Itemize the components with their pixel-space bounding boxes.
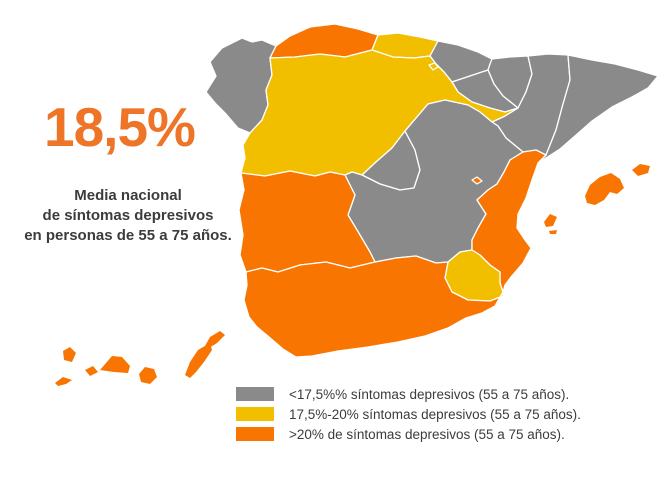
island-la-palma bbox=[63, 347, 76, 362]
island-la-gomera bbox=[85, 366, 98, 376]
legend-swatch-high bbox=[236, 427, 274, 441]
caption-line-1: Media nacional bbox=[74, 187, 182, 204]
region-canarias bbox=[55, 331, 225, 386]
caption-line-2: de síntomas depresivos bbox=[42, 207, 214, 224]
legend-swatch-mid bbox=[236, 407, 274, 421]
legend-item-high: >20% de síntomas depresivos (55 a 75 año… bbox=[236, 424, 581, 444]
legend-label-mid: 17,5%-20% síntomas depresivos (55 a 75 a… bbox=[289, 406, 581, 422]
legend-swatch-low bbox=[236, 387, 274, 401]
island-tenerife bbox=[100, 356, 130, 373]
island-fuerteventura bbox=[185, 343, 212, 378]
region-trevino-enclave bbox=[428, 62, 439, 71]
island-formentera bbox=[549, 230, 557, 234]
caption-line-3: en personas de 55 a 75 años. bbox=[24, 227, 232, 244]
legend-label-low: <17,5%% síntomas depresivos (55 a 75 año… bbox=[289, 386, 570, 402]
island-el-hierro bbox=[55, 377, 72, 386]
island-mallorca bbox=[585, 173, 624, 205]
legend-item-mid: 17,5%-20% síntomas depresivos (55 a 75 a… bbox=[236, 404, 581, 424]
legend: <17,5%% síntomas depresivos (55 a 75 año… bbox=[236, 384, 581, 444]
legend-label-high: >20% de síntomas depresivos (55 a 75 año… bbox=[289, 426, 565, 442]
island-lanzarote bbox=[205, 331, 225, 348]
region-islas-baleares bbox=[544, 164, 650, 234]
national-average-caption: Media nacional de síntomas depresivos en… bbox=[8, 186, 248, 246]
region-rincon-de-ademuz bbox=[471, 176, 483, 185]
island-gran-canaria bbox=[139, 367, 157, 384]
island-ibiza bbox=[544, 214, 557, 227]
island-menorca bbox=[632, 164, 650, 176]
legend-item-low: <17,5%% síntomas depresivos (55 a 75 año… bbox=[236, 384, 581, 404]
national-average-value: 18,5% bbox=[44, 96, 196, 158]
region-andalucia bbox=[243, 255, 504, 358]
region-cataluna bbox=[537, 54, 659, 164]
